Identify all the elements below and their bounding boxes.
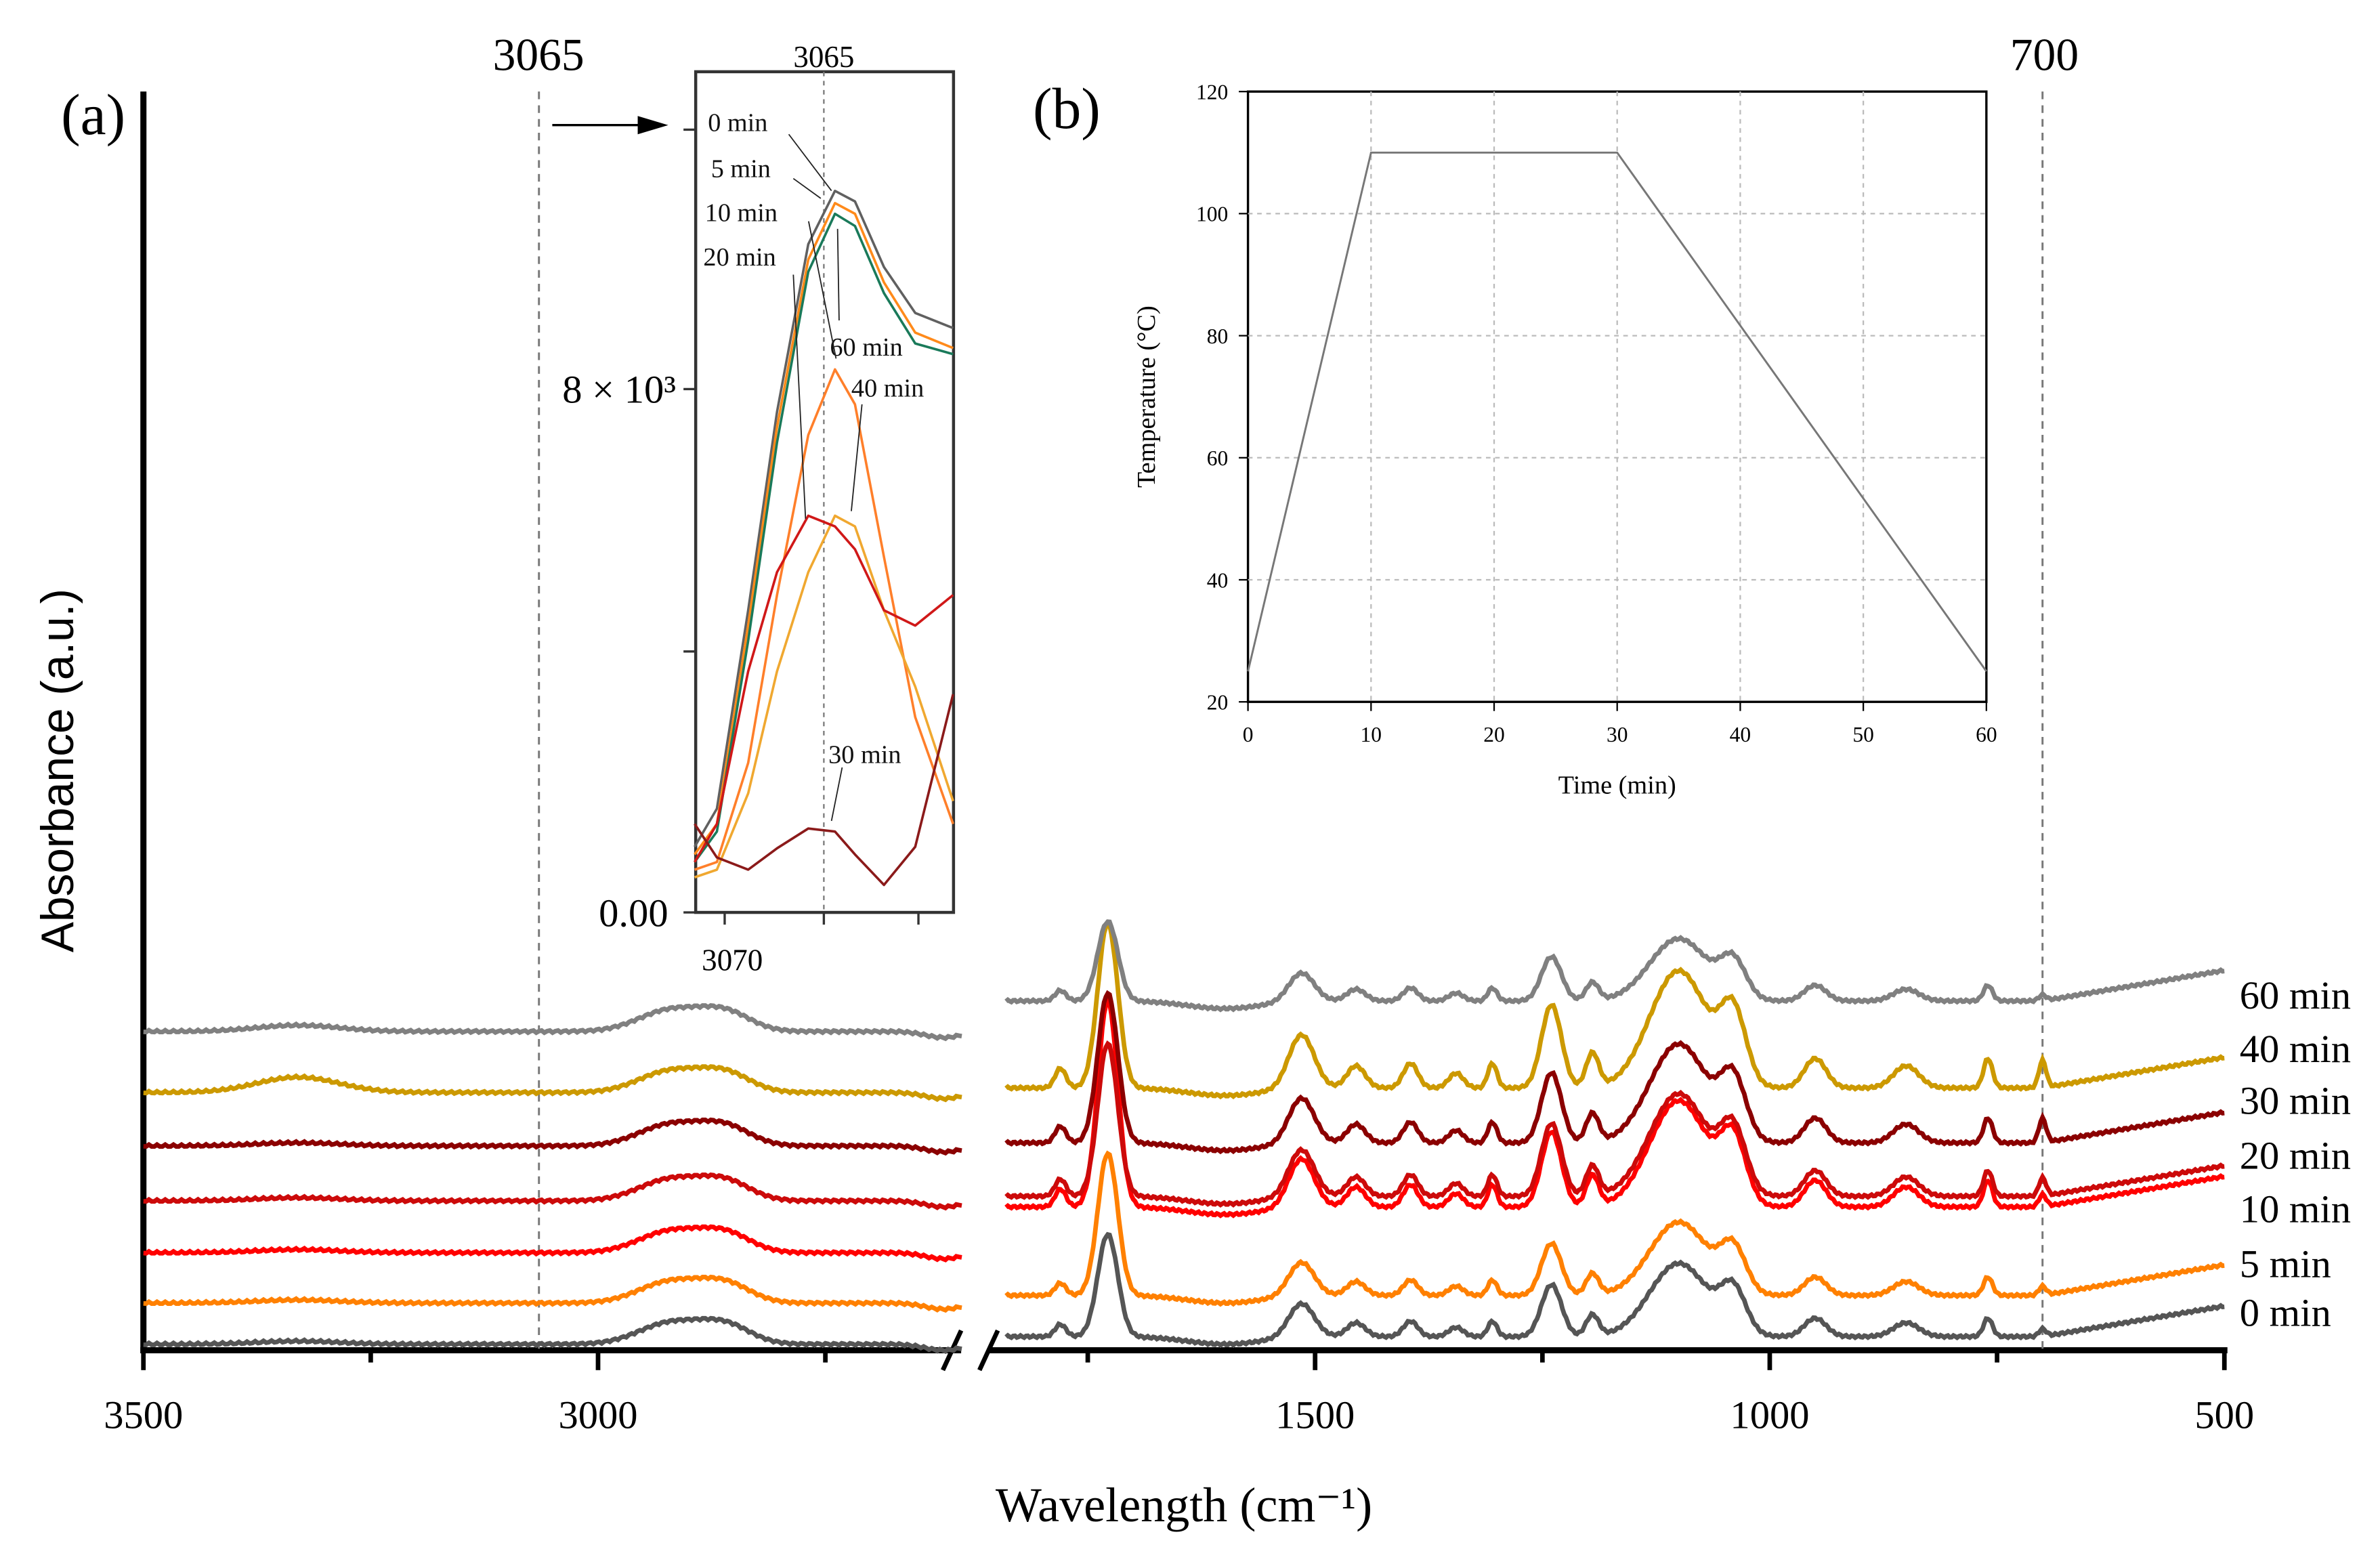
inset-y-tick-label: 8 × 10³ [562,368,676,412]
inset-label: 20 min [703,243,775,272]
x-tick-label: 1500 [1275,1393,1355,1437]
spectrum-right-60-min [1004,919,2225,1013]
temperature-y-tick-label: 40 [1207,568,1229,592]
arrow-head-icon [637,116,668,135]
inset-y-tick-label: 0.00 [599,891,668,935]
inset-series-20-min [694,514,954,863]
panel-a-label: (a) [61,83,125,147]
inset-label: 10 min [705,199,778,228]
spectrum-left-60-min [143,1002,962,1042]
inset-label: 5 min [711,154,771,183]
inset-annotations: 0 min 5 min 10 min 20 min 60 min 40 min … [703,109,924,769]
inset-label: 40 min [851,375,924,403]
series-label: 0 min [2240,1291,2331,1335]
inset-label: 0 min [708,109,767,137]
ref-label-700: 700 [2010,30,2079,81]
temperature-profile-line [1247,151,1988,673]
series-label: 60 min [2240,973,2351,1017]
temperature-x-tick-label: 40 [1730,723,1751,746]
temperature-x-tick-label: 10 [1361,723,1382,746]
x-ticks [141,1350,2227,1370]
temperature-y-label: Temperature (°C) [1132,305,1161,488]
temperature-y-tick-label: 60 [1207,446,1229,470]
temperature-x-tick-label: 50 [1852,723,1874,746]
spectrum-left-40-min [143,1064,962,1103]
inset-label: 30 min [828,740,901,769]
spectra-series [143,919,2225,1354]
inset-series-0-min [694,190,954,848]
series-label: 40 min [2240,1027,2351,1071]
inset-label: 60 min [830,333,902,362]
spectrum-right-30-min [1004,990,2225,1155]
spectrum-right-0-min [1004,1231,2225,1349]
spectrum-right-40-min [1004,919,2225,1100]
temperature-y-tick-label: 100 [1196,203,1228,226]
x-tick-label: 1000 [1730,1393,1809,1437]
x-tick-label: 3000 [558,1393,637,1437]
spectrum-left-10-min [143,1224,962,1263]
inset-x-tick-label: 3070 [702,944,763,977]
inset-leader-lines [788,133,863,822]
inset-series-40-min [694,514,954,879]
x-tick-label: 3500 [104,1393,183,1437]
spectrum-left-5-min [143,1274,962,1313]
series-label: 20 min [2240,1133,2351,1177]
ref-label-3065: 3065 [493,30,585,81]
panel-b-label: (b) [1033,77,1101,141]
temperature-x-label: Time (min) [1558,771,1676,799]
inset-series-60-min [694,368,954,871]
spectrum-right-10-min [1004,996,2225,1219]
spectrum-left-20-min [143,1172,962,1211]
series-label: 10 min [2240,1187,2351,1231]
spectrum-right-20-min [1004,1040,2225,1208]
inset-chart: 8 × 10³ 0.00 3070 3065 0 min 5 min 10 mi… [562,40,956,977]
series-label: 5 min [2240,1242,2331,1286]
temperature-x-tick-label: 30 [1607,723,1628,746]
axis-break-mark [977,1329,1000,1372]
x-axis-label: Wavelength (cm⁻¹) [996,1478,1372,1532]
series-labels: 60 min 40 min 30 min 20 min 10 min 5 min… [2240,973,2351,1335]
temperature-chart: 0 10 20 30 40 50 60 20 40 60 80 100 120 Time (min) T… [1132,80,1997,799]
inset-series-30-min [694,694,954,887]
inset-series-10-min [694,212,954,863]
reference-lines [538,91,2044,1351]
temperature-x-tick-label: 60 [1976,723,1997,746]
x-tick-label: 500 [2194,1393,2254,1437]
inset-series-5-min [694,202,954,855]
y-axis-label: Absorbance (a.u.) [33,589,83,952]
temperature-x-tick-label: 0 [1243,723,1254,746]
temperature-y-tick-label: 80 [1207,324,1229,348]
spectrum-left-0-min [143,1315,962,1354]
temperature-x-tick-label: 20 [1483,723,1505,746]
spectrum-right-5-min [1004,1150,2225,1307]
temperature-y-tick-label: 20 [1207,690,1229,714]
inset-top-label: 3065 [793,40,854,74]
inset-ticks [683,128,920,925]
series-label: 30 min [2240,1078,2351,1122]
temperature-y-tick-label: 120 [1196,80,1228,104]
spectrum-left-30-min [143,1117,962,1156]
